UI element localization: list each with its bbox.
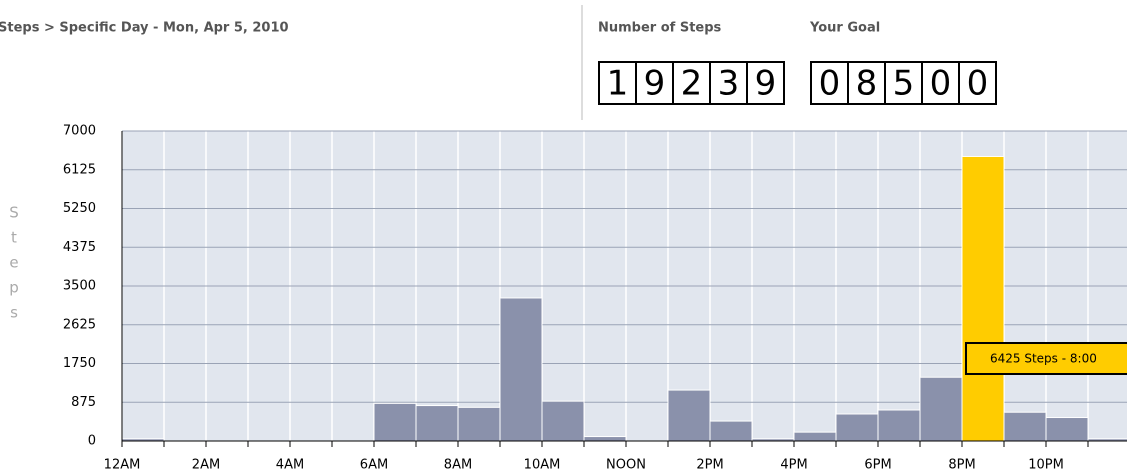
- bar: [1045, 417, 1089, 442]
- y-tick-label: 1750: [63, 356, 96, 371]
- bar: [961, 155, 1005, 442]
- x-tick-label: 2AM: [192, 458, 220, 472]
- x-tick-label: 2PM: [696, 458, 723, 472]
- bar: [457, 406, 501, 442]
- bar: [709, 420, 753, 442]
- digit-box: [810, 61, 849, 105]
- x-tick-label: 8PM: [948, 458, 975, 472]
- x-tick-label: 4PM: [780, 458, 807, 472]
- y-tick-label: 4375: [63, 240, 96, 255]
- digit-box: [672, 61, 711, 105]
- y-tick-label: 2625: [63, 317, 96, 332]
- bar: [919, 376, 963, 442]
- x-tick-label: 6PM: [864, 458, 891, 472]
- y-axis-label: Steps: [9, 204, 19, 322]
- digit-box: [746, 61, 785, 105]
- breadcrumb: Steps > Specific Day - Mon, Apr 5, 2010: [0, 21, 289, 36]
- bar: [415, 405, 459, 442]
- y-tick-label: 7000: [63, 124, 96, 139]
- goal-label: Your Goal: [809, 21, 880, 36]
- counters: 19239 08500: [598, 61, 997, 105]
- x-tick-label: 12AM: [104, 458, 141, 472]
- y-tick-label: 0: [88, 434, 96, 449]
- chart: 0 875 1750 2625 3500 4375 5250 6125 7000 12AM 2AM 4…: [9, 124, 1127, 472]
- y-tick-label: 6125: [63, 162, 96, 177]
- tooltip-text: 6425 Steps - 8:00: [990, 352, 1097, 366]
- x-tick-label: NOON: [606, 458, 646, 472]
- y-tick-label: 5250: [63, 201, 96, 216]
- bar: [499, 297, 543, 442]
- tooltip-box: [965, 342, 1127, 375]
- steps-label: Number of Steps: [598, 21, 722, 36]
- bar: [541, 400, 585, 442]
- bar: [373, 402, 417, 442]
- bar: [877, 409, 921, 442]
- bar: [835, 413, 879, 442]
- x-tick-label: 8AM: [444, 458, 472, 472]
- x-tick-label: 10PM: [1028, 458, 1064, 472]
- x-tick-label: 10AM: [524, 458, 561, 472]
- x-tick-label: 4AM: [276, 458, 304, 472]
- y-tick-label: 3500: [63, 279, 96, 294]
- digit-box: [958, 61, 997, 105]
- bar: [1003, 411, 1047, 442]
- bar: [667, 389, 711, 442]
- bar: [793, 431, 837, 442]
- bar: [583, 436, 627, 442]
- y-tick-label: 875: [71, 395, 96, 410]
- x-tick-label: 6AM: [360, 458, 388, 472]
